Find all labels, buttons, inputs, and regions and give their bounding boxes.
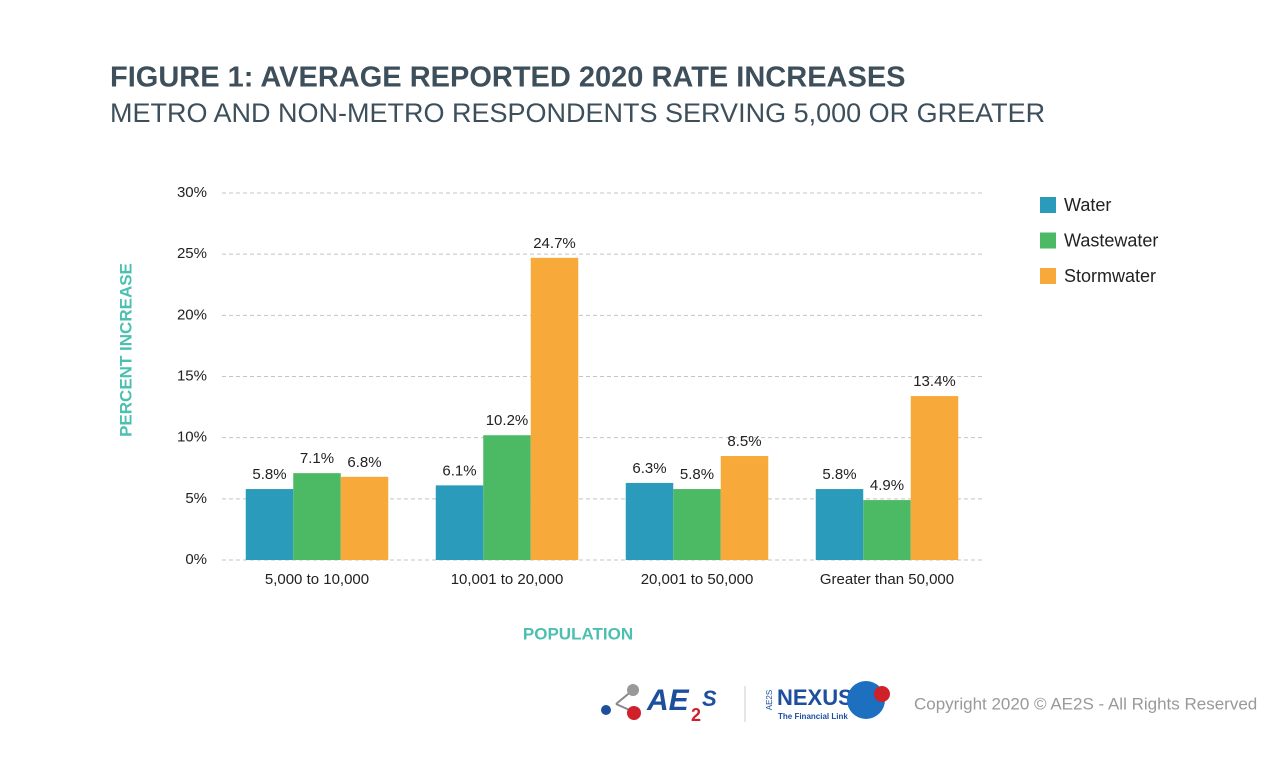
value-label: 7.1% — [300, 450, 334, 467]
x-tick-label: 10,001 to 20,000 — [451, 571, 564, 588]
bar — [673, 489, 721, 560]
x-tick-label: 5,000 to 10,000 — [265, 571, 369, 588]
value-label: 10.2% — [486, 412, 529, 429]
logo-shape — [601, 705, 611, 715]
bar — [910, 396, 959, 560]
bar — [720, 456, 769, 560]
x-axis-label: POPULATION — [523, 624, 633, 643]
value-label: 13.4% — [913, 373, 956, 390]
x-tick-label: Greater than 50,000 — [820, 571, 954, 588]
value-label: 6.8% — [347, 454, 381, 471]
logo-text: AE2S — [765, 690, 774, 710]
y-tick-label: 20% — [177, 306, 207, 323]
value-label: 6.1% — [442, 462, 476, 479]
chart-title: FIGURE 1: AVERAGE REPORTED 2020 RATE INC… — [110, 62, 906, 94]
y-tick-label: 0% — [185, 551, 207, 568]
legend-label: Wastewater — [1064, 230, 1158, 250]
y-axis-label: PERCENT INCREASE — [116, 263, 135, 437]
y-tick-label: 5% — [185, 490, 207, 507]
logo-text: The Financial Link — [778, 712, 848, 721]
bar — [340, 476, 389, 560]
y-tick-label: 15% — [177, 367, 207, 384]
y-tick-label: 30% — [177, 184, 207, 201]
value-label: 5.8% — [252, 466, 286, 483]
bar — [815, 489, 864, 560]
chart-subtitle: METRO AND NON-METRO RESPONDENTS SERVING … — [110, 98, 1045, 128]
logo-text: AE — [646, 684, 690, 717]
legend-swatch — [1040, 197, 1056, 213]
value-label: 5.8% — [680, 466, 714, 483]
value-label: 8.5% — [727, 433, 761, 450]
value-label: 4.9% — [870, 477, 904, 494]
footer: AE 2 S AE2S NEXUS The Financial Link Cop… — [601, 681, 1257, 725]
bar — [863, 500, 911, 560]
bar — [293, 473, 341, 560]
logo-shape — [874, 686, 890, 702]
value-label: 24.7% — [533, 235, 576, 252]
y-tick-label: 25% — [177, 245, 207, 262]
legend-label: Water — [1064, 195, 1111, 215]
logo-shape — [627, 684, 639, 696]
bar — [245, 489, 294, 560]
copyright: Copyright 2020 © AE2S - All Rights Reser… — [914, 694, 1257, 713]
value-label: 5.8% — [822, 466, 856, 483]
legend-swatch — [1040, 232, 1056, 249]
bar — [483, 435, 531, 560]
logo-shape — [627, 706, 641, 720]
bar — [435, 485, 484, 560]
legend-swatch — [1040, 268, 1056, 284]
value-label: 6.3% — [632, 460, 666, 477]
bar — [530, 257, 579, 560]
bar — [625, 482, 674, 560]
x-tick-label: 20,001 to 50,000 — [641, 571, 754, 588]
y-tick-label: 10% — [177, 429, 207, 446]
logo-text: 2 — [691, 705, 701, 725]
logo-text: S — [702, 686, 717, 711]
legend-label: Stormwater — [1064, 266, 1156, 286]
logo-text: NEXUS — [777, 685, 853, 710]
